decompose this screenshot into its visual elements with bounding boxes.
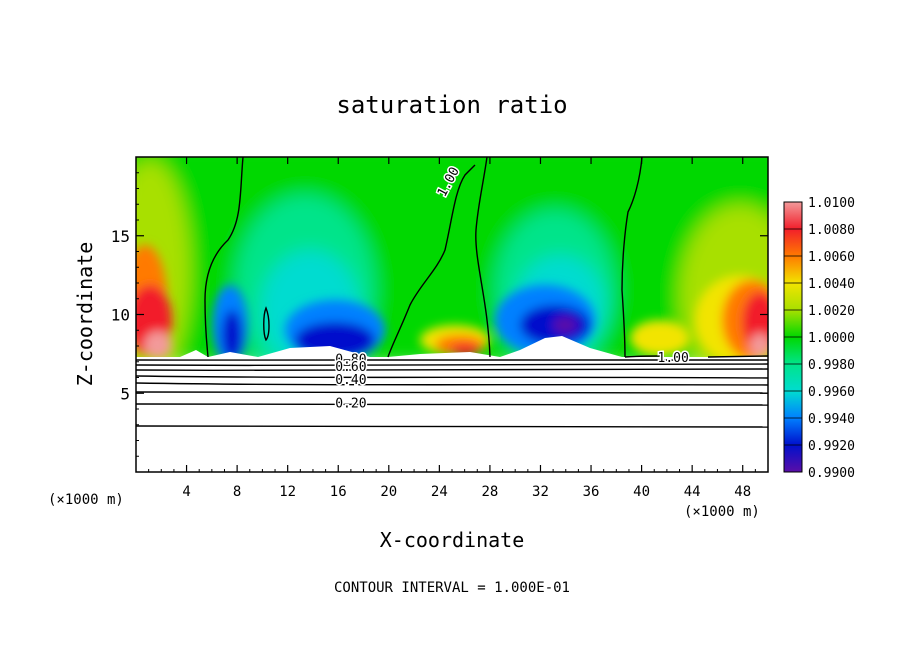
contour-label-4: 0.40 [335,373,366,388]
contour-1-tail [624,355,661,358]
contour-0-50 [136,375,768,379]
y-tick-label-0: 5 [120,384,130,403]
x-tick-label-8: 36 [583,484,600,500]
contour-1-d [621,157,643,358]
x-tick-label-11: 48 [734,484,751,500]
x-axis: 4 8 12 16 20 24 28 32 36 40 44 48 [148,157,756,500]
colorbar: 1.0100 1.0080 1.0060 1.0040 1.0020 1.0000 0.99… [783,196,855,481]
contour-label-2: 0.80 [335,352,366,367]
core-pink-left [144,331,172,359]
core-pink-right [750,333,768,357]
colorbar-label-1: 1.0080 [808,223,855,238]
contour-0-10 [136,425,768,428]
contour-0-20 [136,403,768,406]
colorbar-label-10: 0.9900 [808,466,855,481]
colorbar-label-0: 1.0100 [808,196,855,211]
contour-0-70 [136,363,768,367]
plot-area: 1.001.000.800.600.400.20 [136,157,768,472]
colorbar-label-6: 0.9980 [808,358,855,373]
x-tick-label-6: 28 [481,484,498,500]
x-tick-label-1: 8 [233,484,241,500]
contour-lines [136,157,768,428]
contour-1-c [387,164,476,358]
x-tick-label-9: 40 [633,484,650,500]
contour-interval-footer: CONTOUR INTERVAL = 1.000E-01 [334,580,570,596]
x-tick-label-4: 20 [380,484,397,500]
x-tick-label-7: 32 [532,484,549,500]
lower-domain [136,357,768,472]
x-tick-label-2: 12 [279,484,296,500]
contour-1-loop [263,306,270,342]
y-tick-label-2: 15 [111,227,130,246]
x-axis-label: X-coordinate [380,528,525,552]
colorbar-label-4: 1.0020 [808,304,855,319]
x-unit-right: (×1000 m) [684,504,760,520]
x-tick-label-10: 44 [684,484,701,500]
x-tick-label-5: 24 [431,484,448,500]
contour-label-5: 0.20 [335,396,366,411]
contour-1-b [475,157,491,358]
contour-1-a [204,157,244,358]
x-unit-left: (×1000 m) [48,492,124,508]
contour-label-1: 1.00 [658,351,689,366]
y-axis: 5 10 15 [111,172,768,457]
x-tick-label-3: 16 [330,484,347,500]
colorbar-label-8: 0.9940 [808,412,855,427]
contour-0-60 [136,368,768,372]
core-navy-a [222,310,242,360]
contour-0-40 [136,382,768,386]
colorbar-label-7: 0.9960 [808,385,855,400]
colorbar-label-2: 1.0060 [808,250,855,265]
core-yellow-gap [630,320,690,356]
chart-title: saturation ratio [336,91,567,119]
core-purple-c [553,317,577,333]
terrain-mask [180,336,622,357]
colorbar-label-5: 1.0000 [808,331,855,346]
contour-label-3: 0.60 [335,360,366,375]
y-axis-label: Z-coordinate [73,242,97,387]
y-tick-label-1: 10 [111,306,130,325]
contour-0-30 [136,391,768,394]
colorbar-label-3: 1.0040 [808,277,855,292]
x-tick-label-0: 4 [182,484,190,500]
saturation-field-core [136,245,768,365]
contour-1-end [707,355,768,358]
colorbar-label-9: 0.9920 [808,439,855,454]
